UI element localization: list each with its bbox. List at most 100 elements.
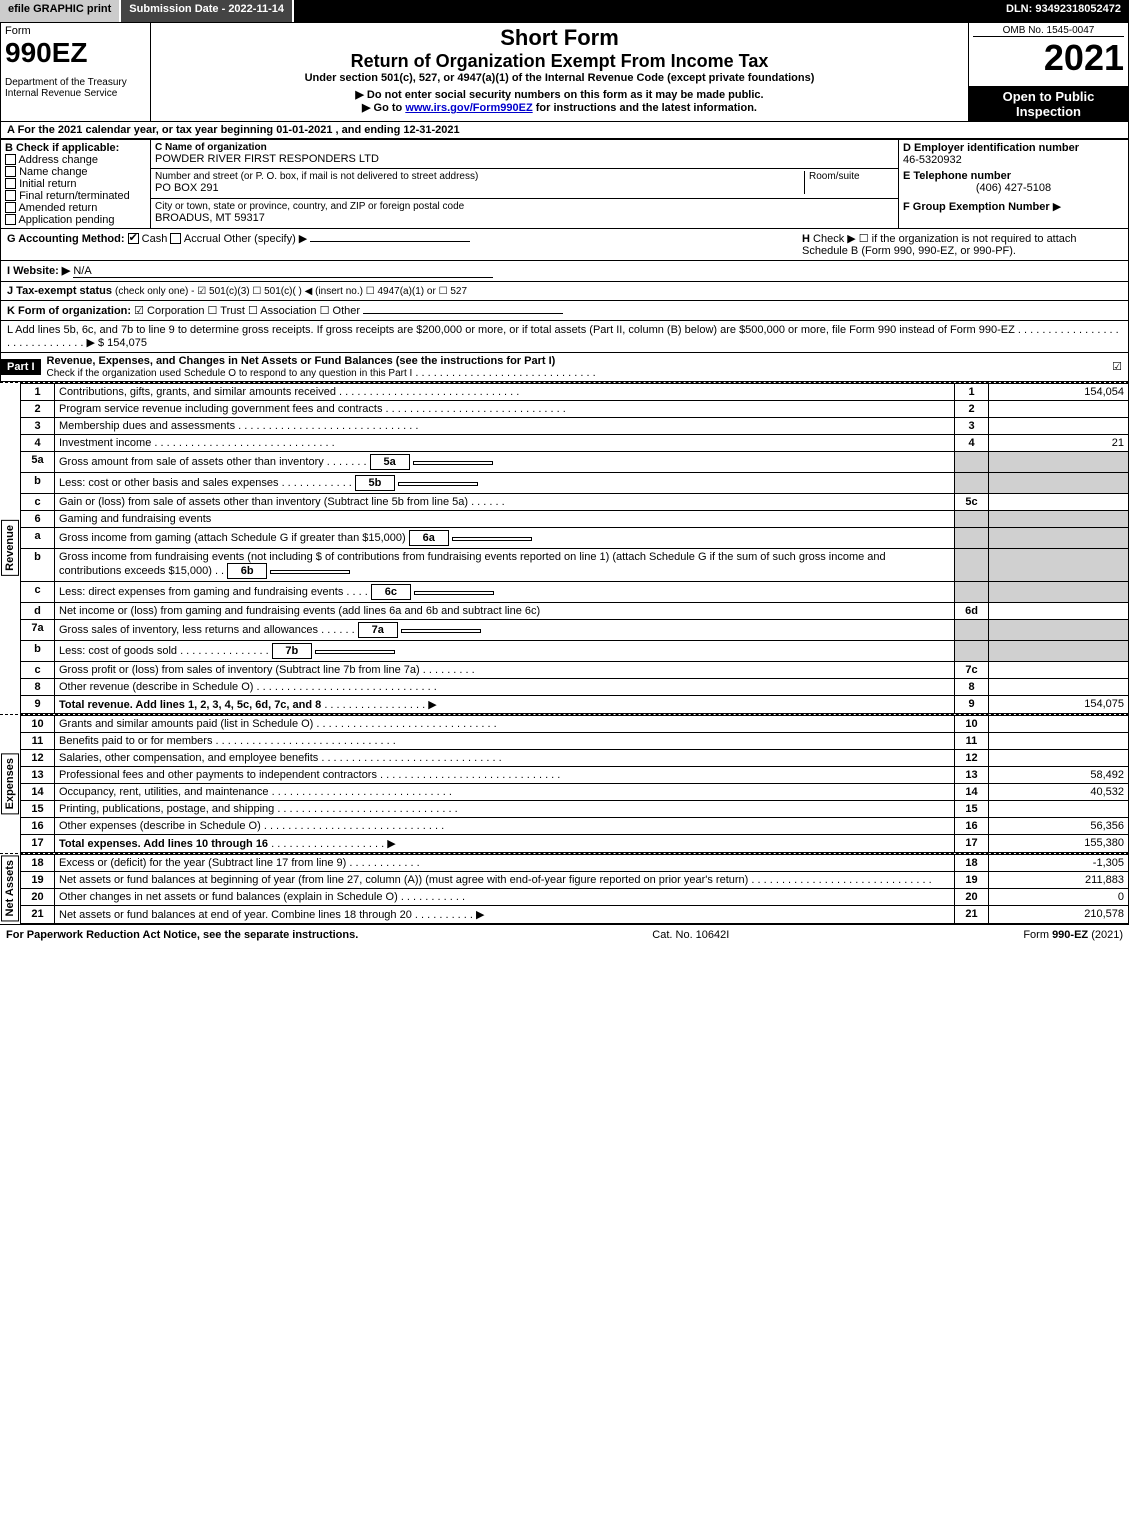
f-arrow: ▶	[1053, 201, 1061, 213]
part1-title: Revenue, Expenses, and Changes in Net As…	[47, 355, 556, 367]
c-city-label: City or town, state or province, country…	[155, 201, 894, 212]
short-form-title: Short Form	[155, 25, 964, 51]
b-opt-name[interactable]: Name change	[5, 166, 146, 178]
goto-suffix: for instructions and the latest informat…	[533, 102, 757, 114]
org-name: POWDER RIVER FIRST RESPONDERS LTD	[155, 153, 894, 165]
b-opt-initial[interactable]: Initial return	[5, 178, 146, 190]
expenses-side-label: Expenses	[1, 753, 19, 814]
part1-header: Part I Revenue, Expenses, and Changes in…	[0, 353, 1129, 382]
g-h-row: G Accounting Method: Cash Accrual Other …	[0, 229, 1129, 261]
line-1: 1Contributions, gifts, grants, and simil…	[21, 383, 1129, 400]
line-5a: 5aGross amount from sale of assets other…	[21, 451, 1129, 472]
irs-link[interactable]: www.irs.gov/Form990EZ	[405, 102, 532, 114]
line-10: 10Grants and similar amounts paid (list …	[21, 715, 1129, 732]
form-header: Form 990EZ Department of the Treasury In…	[0, 22, 1129, 122]
dept-treasury: Department of the Treasury Internal Reve…	[5, 77, 146, 99]
g-cash[interactable]: Cash	[128, 233, 168, 245]
k-row: K Form of organization: ☑ Corporation ☐ …	[0, 301, 1129, 321]
line-12: 12Salaries, other compensation, and empl…	[21, 749, 1129, 766]
l-amount-prefix: ▶ $	[86, 337, 107, 349]
entity-info-block: B Check if applicable: Address change Na…	[0, 139, 1129, 229]
line-6d: dNet income or (loss) from gaming and fu…	[21, 602, 1129, 619]
g-label: G Accounting Method:	[7, 233, 125, 245]
b-opt-address[interactable]: Address change	[5, 154, 146, 166]
tax-year: 2021	[973, 37, 1124, 79]
org-address: PO BOX 291	[155, 182, 804, 194]
line-6b: bGross income from fundraising events (n…	[21, 548, 1129, 581]
line-19: 19Net assets or fund balances at beginni…	[21, 871, 1129, 888]
b-opt-amended[interactable]: Amended return	[5, 202, 146, 214]
line-7c: cGross profit or (loss) from sales of in…	[21, 661, 1129, 678]
expenses-section: Expenses 10Grants and similar amounts pa…	[0, 714, 1129, 853]
netassets-section: Net Assets 18Excess or (deficit) for the…	[0, 853, 1129, 924]
b-opt-pending[interactable]: Application pending	[5, 214, 146, 226]
part1-label: Part I	[1, 359, 41, 375]
footer-left: For Paperwork Reduction Act Notice, see …	[6, 929, 358, 941]
i-label: I Website: ▶	[7, 265, 70, 277]
line-4: 4Investment income421	[21, 434, 1129, 451]
revenue-side-label: Revenue	[1, 520, 19, 576]
goto-prefix: ▶ Go to	[362, 102, 405, 114]
footer-catno: Cat. No. 10642I	[652, 929, 729, 941]
line-5c: cGain or (loss) from sale of assets othe…	[21, 493, 1129, 510]
netassets-table: 18Excess or (deficit) for the year (Subt…	[20, 854, 1129, 924]
submission-date: Submission Date - 2022-11-14	[121, 0, 294, 22]
topbar-spacer	[294, 0, 998, 22]
netassets-side-label: Net Assets	[1, 855, 19, 921]
top-bar: efile GRAPHIC print Submission Date - 20…	[0, 0, 1129, 22]
revenue-table: 1Contributions, gifts, grants, and simil…	[20, 383, 1129, 714]
line-16: 16Other expenses (describe in Schedule O…	[21, 817, 1129, 834]
j-label: J Tax-exempt status	[7, 285, 112, 297]
k-text: ☑ Corporation ☐ Trust ☐ Association ☐ Ot…	[134, 305, 360, 317]
line-5b: bLess: cost or other basis and sales exp…	[21, 472, 1129, 493]
section-a-taxyear: A For the 2021 calendar year, or tax yea…	[0, 122, 1129, 139]
g-other[interactable]: Other (specify) ▶	[224, 233, 471, 245]
line-9: 9Total revenue. Add lines 1, 2, 3, 4, 5c…	[21, 695, 1129, 713]
b-opt-final[interactable]: Final return/terminated	[5, 190, 146, 202]
subtitle: Under section 501(c), 527, or 4947(a)(1)…	[155, 72, 964, 84]
line-6c: cLess: direct expenses from gaming and f…	[21, 581, 1129, 602]
return-title: Return of Organization Exempt From Incom…	[155, 51, 964, 72]
efile-label[interactable]: efile GRAPHIC print	[0, 0, 121, 22]
org-city: BROADUS, MT 59317	[155, 212, 894, 224]
omb-number: OMB No. 1545-0047	[973, 25, 1124, 37]
g-accrual[interactable]: Accrual	[170, 233, 220, 245]
line-20: 20Other changes in net assets or fund ba…	[21, 888, 1129, 905]
line-6a: aGross income from gaming (attach Schedu…	[21, 527, 1129, 548]
j-text: (check only one) - ☑ 501(c)(3) ☐ 501(c)(…	[115, 286, 467, 297]
line-2: 2Program service revenue including gover…	[21, 400, 1129, 417]
f-group-label: F Group Exemption Number	[903, 201, 1050, 213]
line-11: 11Benefits paid to or for members11	[21, 732, 1129, 749]
goto-line: ▶ Go to www.irs.gov/Form990EZ for instru…	[155, 101, 964, 114]
expenses-table: 10Grants and similar amounts paid (list …	[20, 715, 1129, 853]
ssn-warning: ▶ Do not enter social security numbers o…	[155, 88, 964, 101]
open-to-public: Open to Public Inspection	[969, 86, 1129, 121]
room-label: Room/suite	[809, 171, 894, 182]
ein-value: 46-5320932	[903, 154, 1124, 166]
h-text: Check ▶ ☐ if the organization is not req…	[802, 233, 1077, 257]
d-ein-label: D Employer identification number	[903, 142, 1124, 154]
form-label: Form	[5, 25, 146, 37]
form-number: 990EZ	[5, 37, 146, 69]
dln: DLN: 93492318052472	[998, 0, 1129, 22]
l-amount: 154,075	[107, 337, 147, 349]
part1-subtitle: Check if the organization used Schedule …	[47, 368, 413, 379]
k-label: K Form of organization:	[7, 305, 131, 317]
footer-right: Form 990-EZ (2021)	[1023, 929, 1123, 941]
part1-check[interactable]: ☑	[1106, 358, 1128, 375]
line-6: 6Gaming and fundraising events	[21, 510, 1129, 527]
page-footer: For Paperwork Reduction Act Notice, see …	[0, 924, 1129, 945]
line-15: 15Printing, publications, postage, and s…	[21, 800, 1129, 817]
line-8: 8Other revenue (describe in Schedule O)8	[21, 678, 1129, 695]
line-7a: 7aGross sales of inventory, less returns…	[21, 619, 1129, 640]
website-value: N/A	[73, 265, 493, 278]
line-18: 18Excess or (deficit) for the year (Subt…	[21, 854, 1129, 871]
e-phone-label: E Telephone number	[903, 170, 1124, 182]
i-website-row: I Website: ▶ N/A	[0, 261, 1129, 282]
phone-value: (406) 427-5108	[903, 182, 1124, 194]
l-text: L Add lines 5b, 6c, and 7b to line 9 to …	[7, 324, 1015, 336]
revenue-section: Revenue 1Contributions, gifts, grants, a…	[0, 382, 1129, 714]
section-b-label: B Check if applicable:	[5, 142, 146, 154]
line-17: 17Total expenses. Add lines 10 through 1…	[21, 834, 1129, 852]
line-14: 14Occupancy, rent, utilities, and mainte…	[21, 783, 1129, 800]
